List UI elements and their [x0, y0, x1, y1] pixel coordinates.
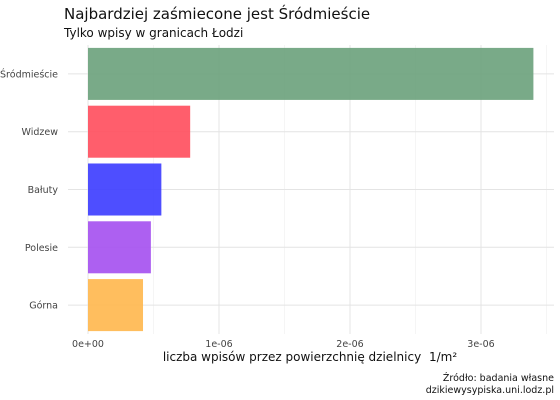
y-tick-label: Bałuty — [28, 185, 59, 196]
y-tick-label: Polesie — [25, 243, 58, 254]
bar-4 — [88, 279, 144, 332]
x-axis-label: liczba wpisów przez powierzchnię dzielni… — [163, 350, 458, 364]
y-tick-label: Śródmieście — [0, 68, 58, 80]
y-tick-label: Widzew — [22, 127, 59, 138]
x-axis-label-text: liczba wpisów przez powierzchnię dzielni… — [163, 350, 421, 364]
bar-0 — [88, 47, 534, 100]
x-tick-label: 0e+00 — [72, 339, 104, 350]
caption-url: dzikiewysypiska.uni.lodz.pl — [426, 385, 554, 396]
x-tick-labels: 0e+00 1e-06 2e-06 3e-06 — [72, 339, 495, 350]
x-tick-label: 1e-06 — [205, 339, 232, 350]
x-tick-label: 3e-06 — [467, 339, 494, 350]
y-tick-label: Górna — [29, 301, 58, 312]
x-tick-label: 2e-06 — [336, 339, 363, 350]
caption-source: Źródło: badania własne — [443, 372, 554, 384]
y-tick-labels: Śródmieście Widzew Bałuty Polesie Górna — [0, 68, 58, 311]
bar-2 — [88, 163, 162, 216]
x-axis-unit: 1/m² — [429, 350, 457, 364]
bar-3 — [88, 221, 151, 274]
bar-1 — [88, 105, 191, 158]
bars — [88, 47, 534, 332]
chart-title: Najbardziej zaśmiecone jest Śródmieście — [64, 4, 370, 23]
chart-subtitle: Tylko wpisy w granicach Łodzi — [63, 26, 243, 40]
